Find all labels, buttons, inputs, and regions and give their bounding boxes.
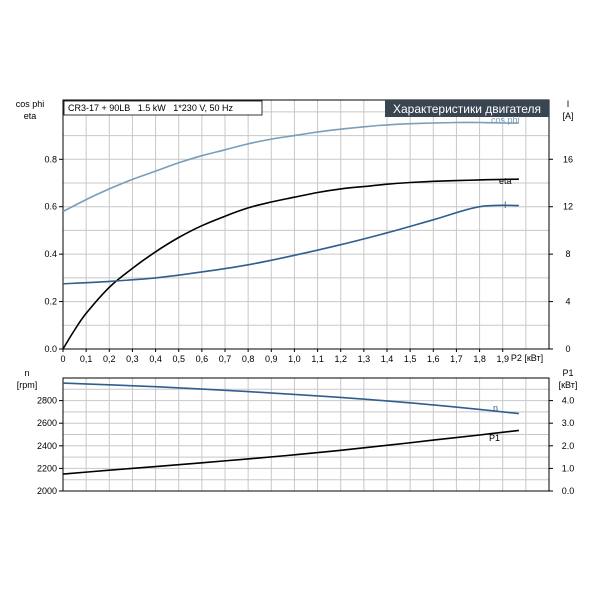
left-tick-label: 2400 — [37, 441, 57, 451]
top-left-axis-label-line1: cos phi — [16, 99, 45, 109]
pump-info-box — [63, 100, 263, 116]
x-tick-label: 0,6 — [196, 354, 209, 364]
x-tick-label: 1,5 — [404, 354, 417, 364]
top-plot-grid — [63, 100, 549, 349]
x-tick-label: 1,2 — [334, 354, 347, 364]
x-tick-label: 1,9 — [496, 354, 509, 364]
right-tick-label: 0 — [565, 344, 570, 354]
top-plot-series — [62, 121, 519, 350]
left-tick-label: 2200 — [37, 463, 57, 473]
bottom-right-axis-label-line1: P1 — [562, 368, 573, 378]
x-tick-label: 1,4 — [381, 354, 394, 364]
top-plot-frame — [62, 99, 550, 350]
x-tick-label: 1,6 — [427, 354, 440, 364]
x-tick-label: 0,7 — [219, 354, 232, 364]
right-tick-label: 4 — [565, 297, 570, 307]
bottom-plot-series — [62, 382, 519, 475]
left-tick-label: 2000 — [37, 486, 57, 496]
right-tick-label: 1.0 — [562, 463, 575, 473]
right-tick-label: 16 — [563, 154, 573, 164]
bottom-left-axis-label-line2: [rpm] — [17, 380, 38, 390]
right-tick-label: 0.0 — [562, 486, 575, 496]
x-tick-label: 0,5 — [172, 354, 185, 364]
right-tick-label: 12 — [563, 202, 573, 212]
left-tick-label: 0.0 — [44, 344, 57, 354]
x-tick-label: 0,4 — [149, 354, 162, 364]
right-tick-label: 2.0 — [562, 441, 575, 451]
x-tick-label: 0 — [60, 354, 65, 364]
series-label-cos-phi: cos phi — [491, 115, 520, 125]
x-tick-label: 1,0 — [288, 354, 301, 364]
top-right-axis-label-line2: [A] — [562, 111, 573, 121]
series-label-p1: P1 — [489, 433, 500, 443]
left-tick-label: 2600 — [37, 418, 57, 428]
x-tick-label: 0,2 — [103, 354, 116, 364]
series-label-n: n — [493, 403, 498, 413]
series-label-i: I — [504, 200, 507, 210]
bottom-left-axis-label-line1: n — [24, 368, 29, 378]
bottom-plot-frame — [62, 377, 550, 492]
x-tick-label: 0,3 — [126, 354, 139, 364]
pump-info-text: CR3-17 + 90LB 1.5 kW 1*230 V, 50 Hz — [68, 103, 234, 113]
bottom-right-axis-label-line2: [кВт] — [559, 380, 578, 390]
left-tick-label: 0.4 — [44, 249, 57, 259]
series-label-eta: eta — [499, 176, 512, 186]
x-axis-label: P2 [кВт] — [511, 353, 543, 363]
series-line-eta — [62, 178, 519, 350]
top-right-axis-label-line1: I — [567, 99, 570, 109]
x-tick-label: 0,8 — [242, 354, 255, 364]
x-tick-label: 1,7 — [450, 354, 463, 364]
bottom-left-axis-ticks: 2000 2200 2400 2600 2800 — [37, 396, 63, 496]
x-tick-label: 1,8 — [473, 354, 486, 364]
series-line-cos-phi — [62, 121, 519, 213]
bottom-plot-grid — [63, 378, 549, 491]
x-tick-label: 1,3 — [358, 354, 371, 364]
x-tick-label: 1,1 — [311, 354, 324, 364]
series-line-i — [62, 204, 519, 285]
series-line-p1 — [62, 429, 519, 475]
x-tick-label: 0,9 — [265, 354, 278, 364]
x-tick-label: 0,1 — [80, 354, 93, 364]
left-tick-label: 0.6 — [44, 202, 57, 212]
top-left-axis-ticks: 0.0 0.2 0.4 0.6 0.8 — [44, 154, 63, 354]
right-tick-label: 8 — [565, 249, 570, 259]
right-tick-label: 4.0 — [562, 396, 575, 406]
left-tick-label: 0.8 — [44, 154, 57, 164]
chart-title-box — [385, 100, 549, 117]
series-line-n — [62, 382, 519, 415]
left-tick-label: 2800 — [37, 396, 57, 406]
chart-title: Характеристики двигателя — [393, 102, 541, 116]
right-tick-label: 3.0 — [562, 418, 575, 428]
top-left-axis-label-line2: eta — [24, 111, 37, 121]
top-right-axis-ticks: 0 4 8 12 16 — [549, 154, 573, 354]
x-axis-ticks: 0 0,1 0,2 0,3 0,4 0,5 0,6 0,7 0,8 0,9 1,0 1,1 1,2 1,3… — [60, 349, 509, 364]
bottom-right-axis-ticks: 0.0 1.0 2.0 3.0 4.0 — [549, 396, 574, 496]
left-tick-label: 0.2 — [44, 297, 57, 307]
